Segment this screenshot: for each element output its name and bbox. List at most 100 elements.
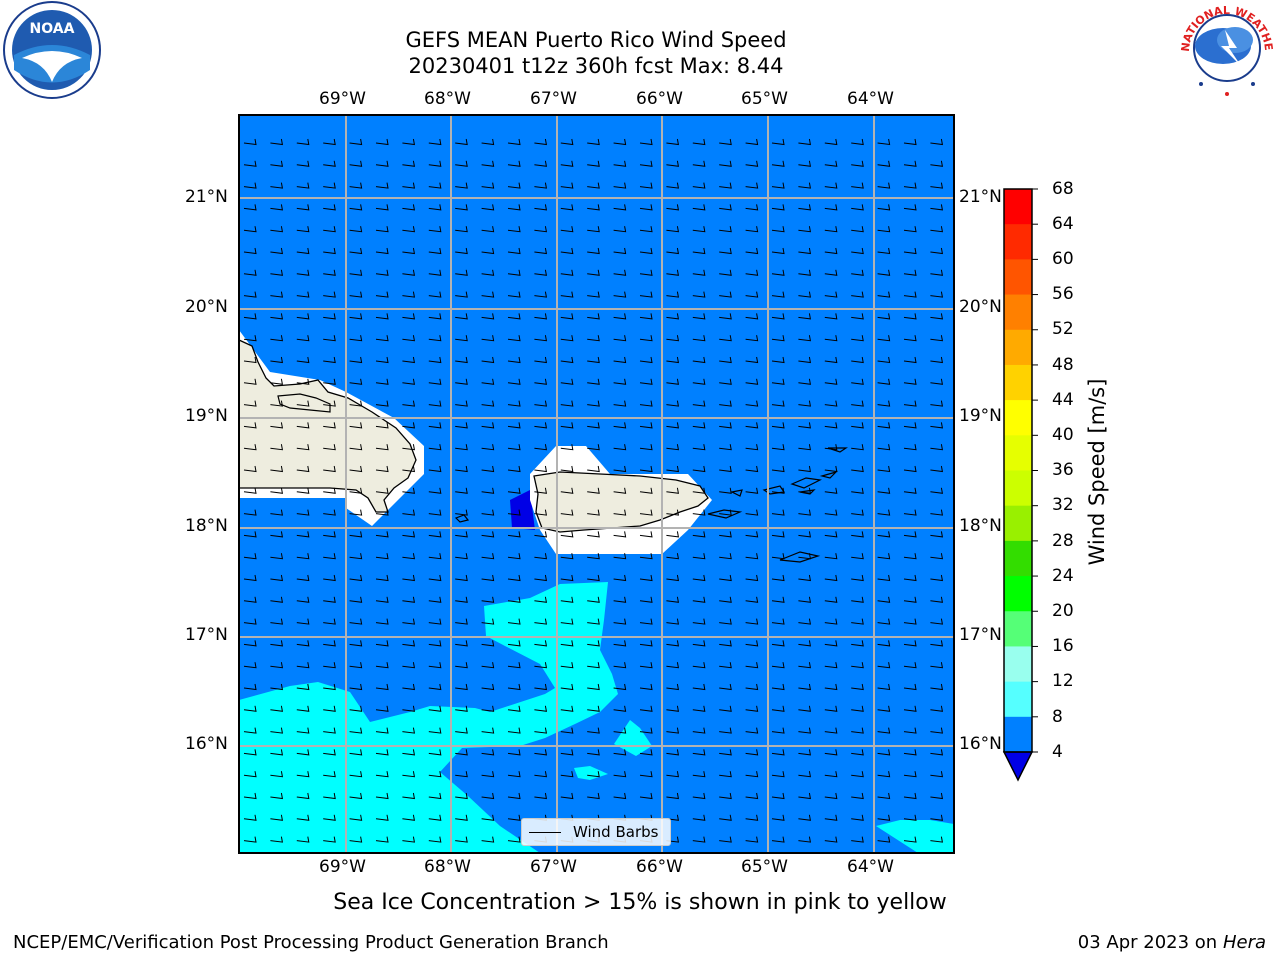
lon-tick-top: 69°W xyxy=(319,89,366,109)
colorbar-tick: 24 xyxy=(1052,566,1074,586)
wind-barb xyxy=(613,509,627,516)
wind-barb xyxy=(323,553,336,560)
wind-barb xyxy=(402,138,416,146)
wind-barb xyxy=(560,749,574,756)
wind-barb xyxy=(349,814,363,821)
wind-barb xyxy=(455,356,468,364)
wind-barb xyxy=(692,226,706,233)
colorbar-segment xyxy=(1004,576,1032,612)
footer-date-text: 03 Apr 2023 on xyxy=(1077,932,1223,953)
wind-barb xyxy=(534,618,548,625)
wind-barb xyxy=(798,553,812,560)
wind-barb xyxy=(692,596,706,603)
wind-barb xyxy=(481,204,495,211)
wind-barb xyxy=(534,335,548,342)
wind-barb xyxy=(243,291,257,298)
wind-barb xyxy=(824,509,838,516)
wind-barb xyxy=(481,814,495,821)
wind-barb xyxy=(428,313,442,320)
wind-barb xyxy=(877,465,891,473)
wind-barb xyxy=(296,487,310,494)
wind-barb xyxy=(824,204,838,211)
wind-barb xyxy=(666,531,680,538)
wind-barb xyxy=(534,269,548,276)
wind-barb xyxy=(745,269,759,276)
colorbar-segment xyxy=(1004,224,1032,260)
wind-barb xyxy=(639,487,653,494)
wind-barb xyxy=(719,618,732,625)
wind-barb xyxy=(243,531,257,538)
wind-barb xyxy=(903,662,917,669)
wind-barb xyxy=(349,509,363,516)
wind-barb xyxy=(719,465,732,473)
wind-barb xyxy=(534,727,548,734)
wind-barb xyxy=(798,465,812,473)
wind-barb xyxy=(560,247,574,255)
wind-barb xyxy=(877,727,891,734)
wind-barb xyxy=(824,247,838,255)
wind-barb xyxy=(560,182,574,189)
wind-barb xyxy=(560,313,574,320)
wind-barb xyxy=(507,204,521,211)
wind-barb xyxy=(692,444,706,451)
wind-barb xyxy=(719,138,732,146)
wind-barb xyxy=(877,574,891,582)
wind-barb xyxy=(402,269,416,276)
wind-barb xyxy=(587,465,600,473)
wind-barb xyxy=(428,204,442,211)
wind-barb xyxy=(824,422,838,429)
wind-barb xyxy=(851,683,864,691)
wind-barb xyxy=(507,792,521,800)
wind-barb xyxy=(507,640,521,647)
wind-barb xyxy=(481,269,495,276)
wind-barb xyxy=(587,640,600,647)
wind-barb xyxy=(243,356,257,364)
wind-barb xyxy=(402,683,416,691)
wind-barb xyxy=(349,313,363,320)
wind-barb xyxy=(824,640,838,647)
wind-barb xyxy=(560,378,574,385)
wind-barb xyxy=(613,487,627,494)
wind-barb xyxy=(877,509,891,516)
wind-barb xyxy=(428,596,442,603)
wind-barb xyxy=(639,509,653,516)
wind-barb xyxy=(323,792,336,800)
colorbar-segment xyxy=(1004,400,1032,436)
colorbar-tick: 4 xyxy=(1052,742,1063,762)
wind-barb xyxy=(455,574,468,582)
wind-barb xyxy=(745,836,759,843)
wind-barb xyxy=(851,553,864,560)
wind-barb xyxy=(639,618,653,625)
wind-barb xyxy=(666,596,680,603)
wind-barb xyxy=(428,269,442,276)
wind-barb xyxy=(613,574,627,582)
wind-barb xyxy=(692,465,706,473)
wind-barb xyxy=(771,727,785,734)
wind-barb xyxy=(507,727,521,734)
wind-barb xyxy=(666,749,680,756)
wind-barb xyxy=(534,596,548,603)
wind-barb xyxy=(455,313,468,320)
land-mona-island xyxy=(454,514,470,523)
wind-barb xyxy=(877,705,891,712)
wind-barb xyxy=(798,836,812,843)
wind-barb xyxy=(666,705,680,712)
wind-barb xyxy=(930,727,944,734)
wind-barb xyxy=(349,727,363,734)
wind-barb xyxy=(560,291,574,298)
wind-barb xyxy=(639,313,653,320)
wind-barb xyxy=(507,313,521,320)
wind-barb xyxy=(455,160,468,167)
wind-barb xyxy=(507,553,521,560)
wind-barb xyxy=(587,553,600,560)
wind-barb xyxy=(851,749,864,756)
wind-barb xyxy=(560,662,574,669)
wind-barb xyxy=(349,749,363,756)
wind-barb xyxy=(771,553,785,560)
wind-barb xyxy=(613,335,627,342)
wind-barb xyxy=(481,662,495,669)
wind-barb xyxy=(745,792,759,800)
wind-barb xyxy=(270,444,284,451)
wind-barb xyxy=(692,487,706,494)
wind-barb xyxy=(481,226,495,233)
